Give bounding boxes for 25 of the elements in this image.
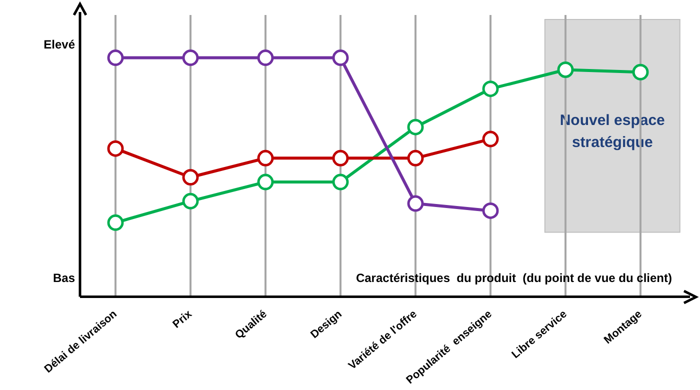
point: [257, 174, 274, 190]
point: [407, 195, 424, 212]
point: [107, 50, 124, 66]
point: [182, 50, 199, 66]
point: [257, 50, 274, 66]
point: [332, 50, 349, 66]
point: [182, 192, 199, 210]
text: Bas: [52, 271, 76, 286]
point: [107, 140, 124, 157]
point: [257, 150, 274, 166]
point: [482, 130, 499, 148]
text: Elevé: [44, 37, 76, 52]
point: [482, 80, 499, 98]
point: [182, 169, 199, 186]
point: [332, 150, 349, 166]
x-tick-label: Prix: [170, 308, 196, 331]
x-axis-title: Caractéristiques du produit (du point de vue du client): [356, 271, 672, 286]
point: [482, 202, 499, 219]
point: [407, 118, 424, 136]
point: [332, 174, 349, 190]
point: [407, 150, 424, 166]
point: [557, 61, 574, 78]
point: [107, 214, 124, 231]
point: [632, 64, 649, 80]
band-label: Nouvel espace stratégique: [560, 112, 665, 152]
